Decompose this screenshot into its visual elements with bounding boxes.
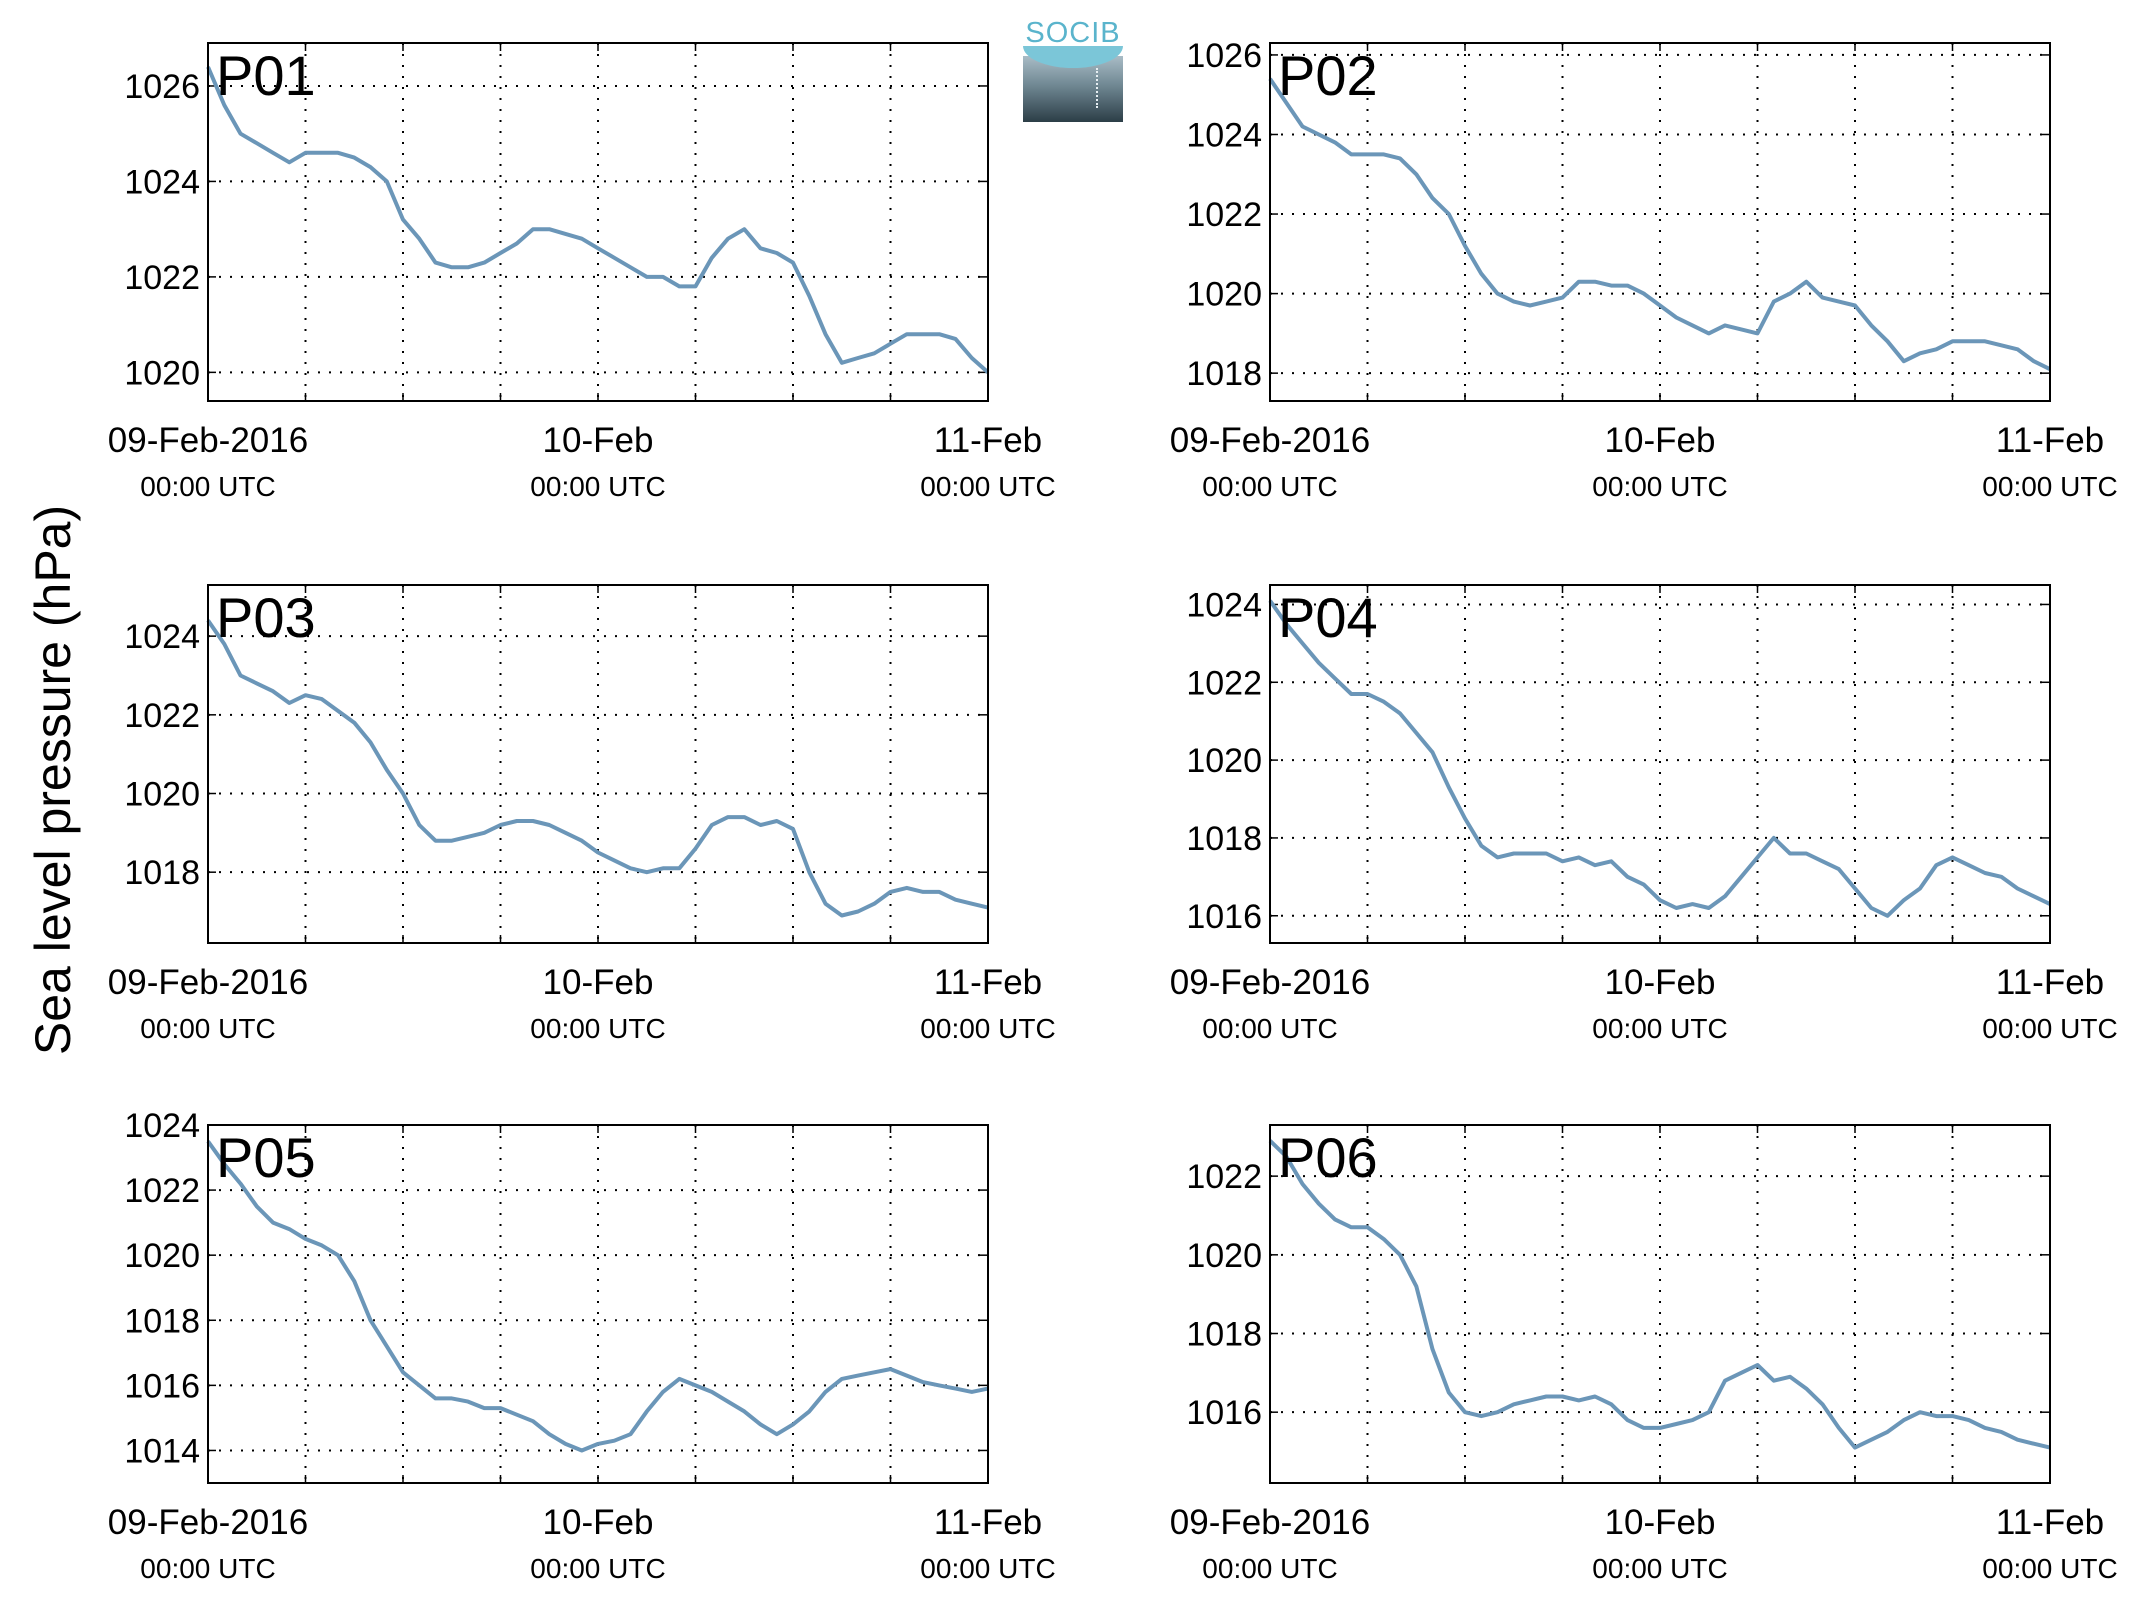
- x-tick-label-time: 00:00 UTC: [920, 471, 1055, 502]
- axes-frame: [207, 42, 989, 402]
- panel-label: P05: [216, 1126, 316, 1189]
- x-tick-label-time: 00:00 UTC: [920, 1553, 1055, 1584]
- x-tick-label-date: 09-Feb-2016: [1170, 1503, 1370, 1542]
- y-tick-label: 1016: [1186, 898, 1262, 936]
- x-tick-label-date: 09-Feb-2016: [108, 421, 308, 460]
- y-tick-label: 1018: [124, 1302, 200, 1340]
- x-tick-label-time: 00:00 UTC: [1592, 471, 1727, 502]
- panel-label: P04: [1278, 586, 1378, 649]
- y-tick-label: 1020: [1186, 276, 1262, 314]
- x-tick-label-date: 10-Feb: [1605, 963, 1716, 1002]
- pressure-line-p01: [206, 66, 990, 374]
- x-tick-label-date: 10-Feb: [543, 963, 654, 1002]
- x-tick-label-date: 10-Feb: [543, 421, 654, 460]
- x-tick-label-time: 00:00 UTC: [1982, 471, 2117, 502]
- y-tick-label: 1022: [1186, 196, 1262, 234]
- y-tick-label: 1022: [1186, 1158, 1262, 1196]
- chart-panel-p02: 1018 1020 1022 1024 1026 P02 09-Feb-2016 00:00 …: [1170, 37, 2118, 502]
- y-tick-label: 1020: [1186, 1237, 1262, 1275]
- y-tick-label: 1016: [1186, 1394, 1262, 1432]
- pressure-line-p06: [1268, 1139, 2051, 1450]
- y-tick-label: 1018: [124, 854, 200, 892]
- y-tick-label: 1024: [124, 618, 200, 656]
- chart-panel-p03: 1018 1020 1022 1024 P03 09-Feb-2016 00:00 UTC 1…: [108, 584, 1056, 1044]
- x-tick-label-date: 11-Feb: [934, 963, 1042, 1002]
- axes-frame: [1269, 1124, 2051, 1484]
- y-tick-label: 1018: [1186, 820, 1262, 858]
- pressure-line-p04: [1268, 599, 2051, 918]
- x-tick-label-time: 00:00 UTC: [1982, 1553, 2117, 1584]
- y-tick-label: 1022: [1186, 664, 1262, 702]
- x-tick-label-time: 00:00 UTC: [1592, 1013, 1727, 1044]
- panel-label: P01: [216, 44, 316, 107]
- chart-panel-p05: 1014 1016 1018 1020 1022 1024 P05 09-Feb-2016 00…: [108, 1107, 1056, 1584]
- y-tick-label: 1020: [124, 1237, 200, 1275]
- logo-line: [1096, 68, 1098, 108]
- y-tick-label: 1018: [1186, 355, 1262, 393]
- axes-frame: [207, 584, 989, 944]
- y-tick-label: 1022: [124, 259, 200, 297]
- x-tick-label-time: 00:00 UTC: [140, 471, 275, 502]
- x-tick-label-time: 00:00 UTC: [1982, 1013, 2117, 1044]
- axes-frame: [1269, 584, 2051, 944]
- y-tick-label: 1026: [1186, 37, 1262, 75]
- x-tick-label-time: 00:00 UTC: [140, 1013, 275, 1044]
- x-tick-label-date: 11-Feb: [1996, 1503, 2104, 1542]
- x-tick-label-date: 11-Feb: [934, 1503, 1042, 1542]
- y-tick-label: 1026: [124, 68, 200, 106]
- x-tick-label-date: 11-Feb: [1996, 963, 2104, 1002]
- axes-frame: [1269, 42, 2051, 402]
- y-tick-label: 1024: [1186, 116, 1262, 154]
- x-tick-label-time: 00:00 UTC: [1202, 471, 1337, 502]
- x-tick-label-time: 00:00 UTC: [1202, 1013, 1337, 1044]
- x-tick-label-date: 10-Feb: [1605, 421, 1716, 460]
- x-tick-label-time: 00:00 UTC: [1592, 1553, 1727, 1584]
- y-tick-label: 1024: [1186, 586, 1262, 624]
- x-tick-label-time: 00:00 UTC: [530, 1553, 665, 1584]
- chart-panel-p01: 1020 1022 1024 1026 P01 09-Feb-2016 00:00 UTC 1…: [108, 42, 1056, 502]
- y-tick-label: 1022: [124, 1172, 200, 1210]
- pressure-line-p05: [206, 1140, 989, 1453]
- y-tick-label: 1020: [1186, 742, 1262, 780]
- socib-logo: SOCIB: [1023, 16, 1123, 122]
- chart-panel-p06: 1016 1018 1020 1022 P06 09-Feb-2016 00:00 UTC 1…: [1170, 1124, 2118, 1584]
- panel-label: P02: [1278, 44, 1378, 107]
- logo-text: SOCIB: [1025, 17, 1121, 49]
- panel-label: P03: [216, 586, 316, 649]
- y-tick-label: 1022: [124, 697, 200, 735]
- x-tick-label-date: 09-Feb-2016: [1170, 963, 1370, 1002]
- logo-wave: [1023, 46, 1123, 68]
- y-tick-label: 1024: [124, 1107, 200, 1145]
- axes-frame: [207, 1124, 989, 1484]
- x-tick-label-date: 10-Feb: [543, 1503, 654, 1542]
- x-tick-label-date: 09-Feb-2016: [1170, 421, 1370, 460]
- x-tick-label-date: 11-Feb: [1996, 421, 2104, 460]
- x-tick-label-time: 00:00 UTC: [1202, 1553, 1337, 1584]
- chart-panel-p04: 1016 1018 1020 1022 1024 P04 09-Feb-2016 00:00 …: [1170, 584, 2118, 1044]
- pressure-line-p02: [1268, 77, 2051, 371]
- x-tick-label-time: 00:00 UTC: [920, 1013, 1055, 1044]
- y-tick-label: 1016: [124, 1367, 200, 1405]
- x-tick-label-date: 09-Feb-2016: [108, 963, 308, 1002]
- pressure-line-p03: [206, 619, 989, 918]
- x-tick-label-time: 00:00 UTC: [530, 471, 665, 502]
- y-tick-label: 1020: [124, 776, 200, 814]
- panel-label: P06: [1278, 1126, 1378, 1189]
- y-tick-label: 1018: [1186, 1316, 1262, 1354]
- y-tick-label: 1024: [124, 163, 200, 201]
- x-tick-label-time: 00:00 UTC: [140, 1553, 275, 1584]
- x-tick-label-date: 09-Feb-2016: [108, 1503, 308, 1542]
- y-tick-label: 1014: [124, 1432, 200, 1470]
- x-tick-label-date: 10-Feb: [1605, 1503, 1716, 1542]
- y-tick-label: 1020: [124, 354, 200, 392]
- x-tick-label-time: 00:00 UTC: [530, 1013, 665, 1044]
- x-tick-label-date: 11-Feb: [934, 421, 1042, 460]
